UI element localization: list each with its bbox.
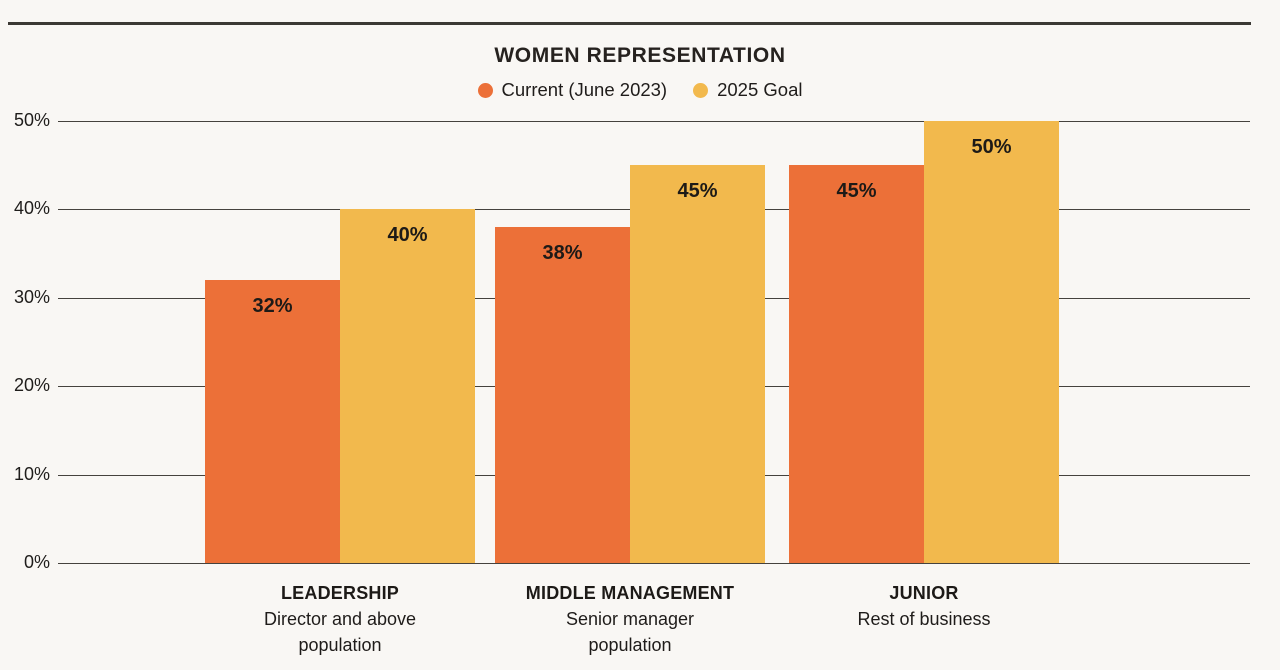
y-axis-tick-label: 10%: [13, 463, 50, 484]
category-title: MIDDLE MANAGEMENT: [525, 583, 735, 603]
x-axis-label-1: MIDDLE MANAGEMENT Senior manager populatio…: [526, 580, 734, 658]
category-title: JUNIOR: [889, 583, 959, 603]
bar-value-label: 38%: [542, 242, 583, 265]
chart-title: WOMEN REPRESENTATION: [494, 44, 786, 67]
top-divider-rule: [8, 22, 1251, 25]
legend-label-current: Current (June 2023): [501, 79, 668, 100]
category-subtitle-line: population: [298, 635, 382, 655]
y-axis-tick-label: 30%: [13, 286, 50, 307]
bar-current-0: 32%: [205, 280, 340, 563]
x-axis-label-2: JUNIOR Rest of business: [857, 580, 990, 632]
legend-dot-current-icon: [477, 82, 493, 98]
legend-item-current: Current (June 2023): [477, 79, 668, 101]
category-title: LEADERSHIP: [280, 583, 399, 603]
legend-dot-goal-icon: [693, 82, 709, 98]
bar-value-label: 40%: [387, 224, 428, 247]
x-axis-label-0: LEADERSHIP Director and above population: [264, 580, 416, 658]
y-axis-tick-label: 20%: [13, 375, 50, 396]
bar-current-2: 45%: [789, 165, 924, 563]
gridline-0%: [58, 563, 1250, 564]
bar-value-label: 50%: [971, 136, 1012, 158]
y-axis-tick-label: 50%: [13, 110, 50, 130]
bar-value-label: 45%: [836, 180, 877, 203]
y-axis-tick-label: 40%: [13, 198, 50, 219]
bar-goal-2: 50%: [924, 121, 1059, 563]
category-subtitle-line: Senior manager: [565, 609, 695, 629]
legend-item-goal: 2025 Goal: [693, 79, 802, 101]
category-subtitle-line: Director and above: [263, 609, 417, 629]
bar-goal-1: 45%: [630, 165, 765, 563]
bar-value-label: 32%: [252, 295, 293, 318]
bar-value-label: 45%: [677, 180, 718, 203]
bar-goal-0: 40%: [340, 209, 475, 563]
category-subtitle-line: population: [588, 635, 672, 655]
gridline-50%: [58, 121, 1250, 122]
bar-current-1: 38%: [495, 227, 630, 563]
chart-legend: Current (June 2023) 2025 Goal: [0, 79, 1280, 101]
y-axis-tick-label: 0%: [23, 552, 50, 572]
legend-label-goal: 2025 Goal: [717, 79, 803, 100]
category-subtitle-line: Rest of business: [857, 609, 991, 629]
